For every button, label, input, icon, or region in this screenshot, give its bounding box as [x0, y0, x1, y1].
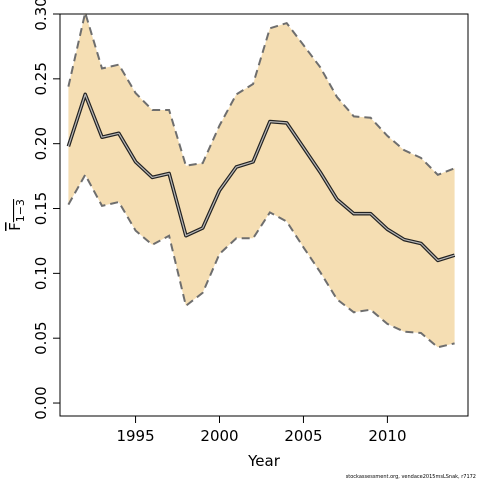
plot-area: [66, 8, 456, 349]
estimate-line: [67, 93, 455, 261]
y-tick-label: 0.20: [32, 127, 50, 160]
y-axis-title-letter: F: [6, 222, 24, 231]
x-tick-label: 2010: [368, 427, 406, 445]
x-tick-label: 2000: [200, 427, 238, 445]
y-tick-label: 0.00: [32, 386, 50, 419]
y-tick-label: 0.25: [32, 62, 50, 95]
confidence-band: [68, 12, 455, 348]
plot-border: [59, 13, 469, 417]
y-axis-title-subscript: 1−3: [14, 199, 27, 222]
y-tick-label: 0.30: [32, 0, 50, 31]
credit-text: stockassessment.org, vendace2015msLSnak,…: [346, 474, 476, 480]
y-tick-label: 0.05: [32, 321, 50, 354]
y-axis-title: F1−3: [6, 199, 27, 231]
x-tick-label: 2005: [284, 427, 322, 445]
y-tick-label: 0.15: [32, 192, 50, 225]
x-tick-label: 1995: [116, 427, 154, 445]
y-axis: 0.00 0.05 0.10 0.15 0.20 0.25 0.30: [32, 0, 60, 420]
lower-bound-line: [67, 172, 455, 349]
y-tick-label: 0.10: [32, 257, 50, 290]
x-axis: 1995 2000 2005 2010: [116, 416, 407, 445]
y-axis-title-main: F1−3: [6, 199, 27, 231]
x-axis-title: Year: [247, 452, 281, 470]
